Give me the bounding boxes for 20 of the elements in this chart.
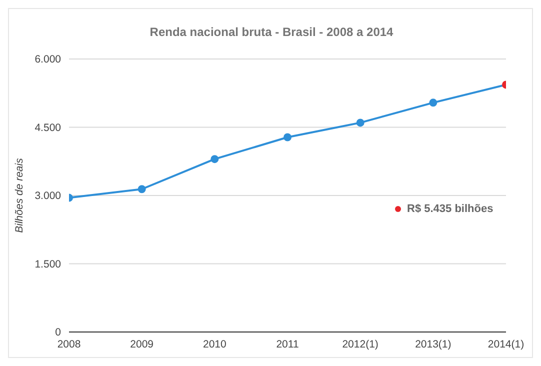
y-tick-label: 0 (55, 326, 62, 339)
x-tick-label: 2008 (57, 338, 81, 350)
x-tick-label: 2012(1) (342, 338, 378, 350)
annotation: R$ 5.435 bilhões (407, 203, 494, 215)
point (138, 185, 146, 194)
point (356, 118, 364, 127)
point (429, 98, 438, 107)
y-tick-label: 1.500 (34, 258, 62, 270)
point (210, 155, 219, 164)
x-tick-label: 2014(1) (488, 338, 524, 350)
x-tick-label: 2009 (130, 338, 154, 350)
y-tick-label: 6.000 (34, 54, 62, 66)
x-tick-label: 2011 (276, 338, 299, 350)
y-tick-label: 3.000 (34, 190, 62, 202)
y-axis-title: Bilhões de reais (14, 157, 26, 233)
y-tick-label: 4.500 (34, 122, 62, 134)
x-tick-label: 2013(1) (415, 338, 452, 350)
point (284, 133, 292, 142)
chart-title: Renda nacional bruta - Brasil - 2008 a 2014 (148, 25, 394, 39)
x-tick-label: 2010 (202, 338, 227, 350)
